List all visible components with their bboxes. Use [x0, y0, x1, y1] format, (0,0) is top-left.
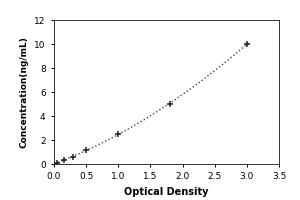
X-axis label: Optical Density: Optical Density	[124, 187, 209, 197]
Y-axis label: Concentration(ng/mL): Concentration(ng/mL)	[20, 36, 28, 148]
